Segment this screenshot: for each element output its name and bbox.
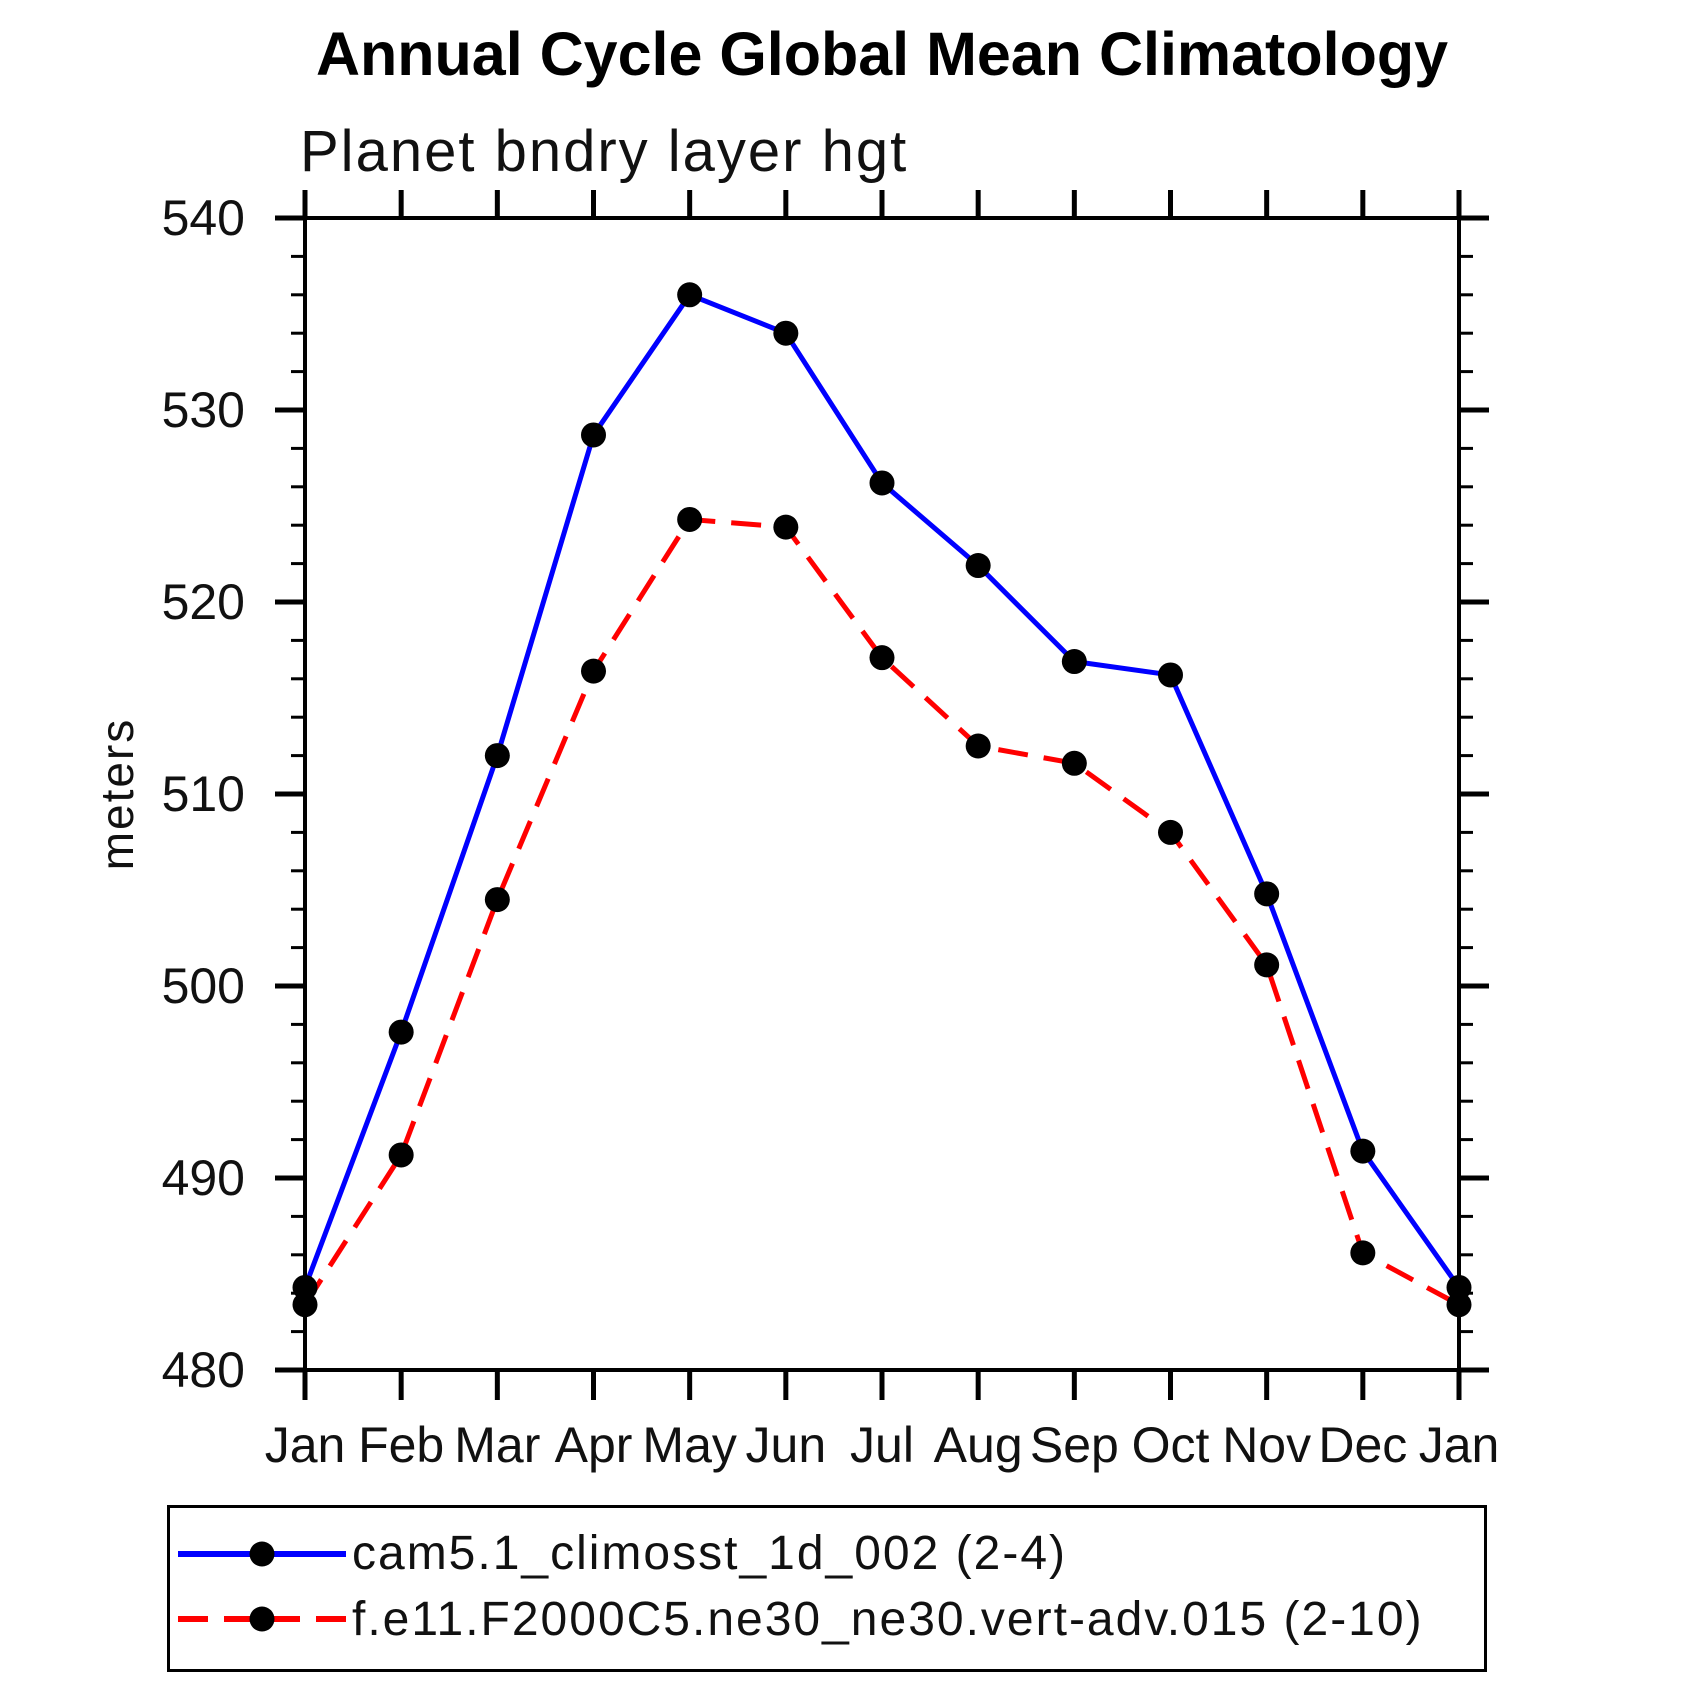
x-tick-label: Jun xyxy=(746,1417,827,1473)
data-point-marker xyxy=(1446,1292,1472,1318)
data-point-marker xyxy=(292,1292,318,1318)
data-point-marker xyxy=(1350,1138,1376,1164)
data-point-marker xyxy=(581,422,606,448)
data-point-marker xyxy=(773,514,799,540)
legend: cam5.1_climosst_1d_002 (2-4) f.e11.F2000… xyxy=(167,1505,1487,1672)
data-point-marker xyxy=(1061,750,1087,776)
legend-solid-line-marker-icon xyxy=(178,1541,346,1567)
x-tick-label: Dec xyxy=(1318,1417,1407,1473)
data-point-marker xyxy=(869,645,895,671)
data-point-marker xyxy=(484,887,510,913)
series-line xyxy=(302,292,1462,1289)
data-point-marker xyxy=(1158,819,1183,845)
plot-frame xyxy=(303,216,1461,1372)
data-point-marker xyxy=(1158,662,1183,688)
data-point-marker xyxy=(581,658,606,684)
y-tick-label: 500 xyxy=(162,958,245,1014)
data-point-marker xyxy=(484,743,510,769)
data-point-marker xyxy=(1254,881,1280,907)
legend-label: f.e11.F2000C5.ne30_ne30.vert-adv.015 (2-… xyxy=(352,1592,1424,1646)
chart-subtitle: Planet bndry layer hgt xyxy=(300,119,909,184)
legend-label: cam5.1_climosst_1d_002 (2-4) xyxy=(352,1527,1067,1581)
legend-item: cam5.1_climosst_1d_002 (2-4) xyxy=(174,1521,1484,1587)
y-tick-label: 520 xyxy=(162,574,245,630)
data-point-marker xyxy=(292,1274,318,1300)
y-tick-label: 530 xyxy=(162,382,245,438)
x-tick-label: Mar xyxy=(454,1417,540,1473)
series-line xyxy=(302,516,1461,1307)
data-point-marker xyxy=(965,553,991,579)
data-point-marker xyxy=(1446,1274,1472,1300)
data-point-marker xyxy=(677,506,703,532)
data-point-marker xyxy=(677,282,703,308)
chart-title: Annual Cycle Global Mean Climatology xyxy=(315,20,1449,88)
legend-dashed-line-marker-icon xyxy=(178,1606,346,1632)
data-point-marker xyxy=(1061,649,1087,675)
data-point-marker xyxy=(388,1019,414,1045)
data-point-marker xyxy=(965,733,991,759)
x-tick-label: Apr xyxy=(555,1417,633,1473)
x-tick-label: Jan xyxy=(1419,1417,1500,1473)
x-tick-label: May xyxy=(642,1417,736,1473)
y-tick-label: 510 xyxy=(162,766,245,822)
x-tick-label: Jul xyxy=(850,1417,914,1473)
data-point-marker xyxy=(1254,952,1280,978)
x-tick-label: Jan xyxy=(265,1417,346,1473)
y-tick-label: 540 xyxy=(162,190,245,246)
data-point-marker xyxy=(388,1142,414,1168)
data-point-marker xyxy=(1350,1240,1376,1266)
data-point-marker xyxy=(773,320,799,346)
x-tick-label: Aug xyxy=(934,1417,1023,1473)
y-tick-label: 490 xyxy=(162,1150,245,1206)
x-tick-label: Feb xyxy=(358,1417,444,1473)
x-tick-label: Sep xyxy=(1030,1417,1119,1473)
y-tick-label: 480 xyxy=(162,1342,245,1398)
data-point-marker xyxy=(869,470,895,496)
x-tick-label: Nov xyxy=(1222,1417,1311,1473)
legend-item: f.e11.F2000C5.ne30_ne30.vert-adv.015 (2-… xyxy=(174,1587,1484,1653)
x-tick-label: Oct xyxy=(1132,1417,1210,1473)
